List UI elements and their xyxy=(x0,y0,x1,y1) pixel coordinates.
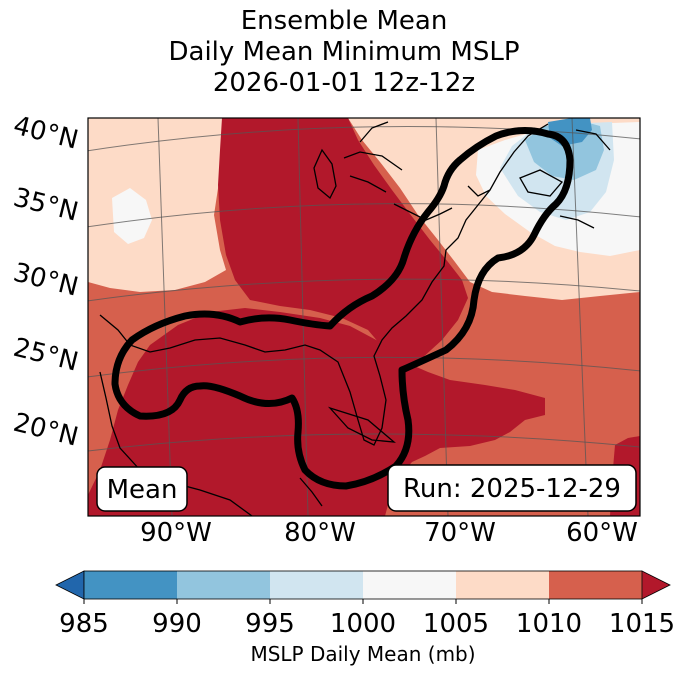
colorbar-segment xyxy=(84,571,178,599)
field-1005-band-west xyxy=(88,118,226,292)
colorbar-under-arrow xyxy=(55,570,85,600)
title-line-1: Ensemble Mean xyxy=(240,6,448,36)
lon-label: 70°W xyxy=(424,518,496,548)
graticule xyxy=(88,118,640,516)
lat-label: 40°N xyxy=(10,111,81,156)
longitude-labels: 90°W 80°W 70°W 60°W xyxy=(140,518,638,548)
colorbar-segments xyxy=(84,571,643,599)
colorbar-segment xyxy=(549,571,643,599)
colorbar-label: MSLP Daily Mean (mb) xyxy=(250,642,475,666)
run-label: Run: 2025-12-29 xyxy=(403,474,621,504)
run-label-box: Run: 2025-12-29 xyxy=(387,464,637,512)
colorbar-over-arrow xyxy=(641,570,671,600)
lon-label: 90°W xyxy=(140,518,212,548)
colorbar-tick-label: 990 xyxy=(152,609,202,639)
mean-label: Mean xyxy=(107,475,178,505)
colorbar-segment xyxy=(270,571,364,599)
title-line-2: Daily Mean Minimum MSLP xyxy=(168,37,520,67)
lat-label: 20°N xyxy=(10,408,81,453)
colorbar-tick-label: 1000 xyxy=(330,609,396,639)
latitude-labels: 40°N 35°N 30°N 25°N 20°N xyxy=(10,111,81,453)
colorbar-segment xyxy=(363,571,457,599)
field-1015-band-north xyxy=(218,118,468,372)
colorbar-tick-label: 1010 xyxy=(516,609,582,639)
map-panel[interactable]: Mean Run: 2025-12-29 xyxy=(80,118,650,516)
lat-label: 25°N xyxy=(10,333,81,378)
colorbar-tick-label: 1005 xyxy=(423,609,489,639)
mean-contour xyxy=(111,127,574,490)
colorbar: 985 990 995 1000 1005 1010 1015 MSLP Daily Mea… xyxy=(55,570,675,666)
colorbar-segment xyxy=(456,571,550,599)
colorbar-segment xyxy=(177,571,271,599)
lat-label: 30°N xyxy=(10,258,81,303)
field-1000-band-west xyxy=(112,188,152,244)
map-title: Ensemble Mean Daily Mean Minimum MSLP 20… xyxy=(0,6,688,99)
colorbar-tick-label: 1015 xyxy=(609,609,675,639)
lon-label: 80°W xyxy=(284,518,356,548)
lat-label: 35°N xyxy=(10,183,81,228)
field-1015-band-south xyxy=(88,308,545,516)
mean-label-box: Mean xyxy=(96,466,188,512)
colorbar-ticks: 985 990 995 1000 1005 1010 1015 xyxy=(59,599,675,639)
lon-label: 60°W xyxy=(566,518,638,548)
title-line-3: 2026-01-01 12z-12z xyxy=(212,68,476,98)
colorbar-tick-label: 985 xyxy=(59,609,109,639)
colorbar-tick-label: 995 xyxy=(245,609,295,639)
map-frame xyxy=(87,117,641,517)
